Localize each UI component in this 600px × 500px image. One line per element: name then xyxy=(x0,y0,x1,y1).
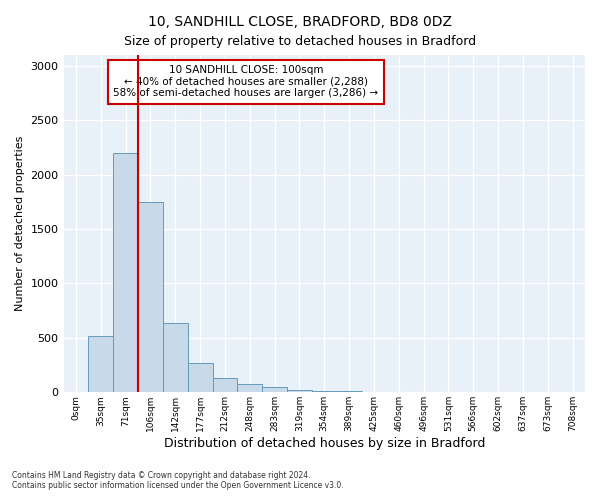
Bar xyxy=(88,336,113,392)
Bar xyxy=(138,202,163,392)
Text: 10, SANDHILL CLOSE, BRADFORD, BD8 0DZ: 10, SANDHILL CLOSE, BRADFORD, BD8 0DZ xyxy=(148,15,452,29)
Bar xyxy=(287,390,312,392)
Text: 10 SANDHILL CLOSE: 100sqm
← 40% of detached houses are smaller (2,288)
58% of se: 10 SANDHILL CLOSE: 100sqm ← 40% of detac… xyxy=(113,65,379,98)
Bar xyxy=(113,153,138,392)
Bar xyxy=(262,388,287,392)
Bar xyxy=(163,322,188,392)
Text: Contains HM Land Registry data © Crown copyright and database right 2024.
Contai: Contains HM Land Registry data © Crown c… xyxy=(12,470,344,490)
X-axis label: Distribution of detached houses by size in Bradford: Distribution of detached houses by size … xyxy=(164,437,485,450)
Bar xyxy=(238,384,262,392)
Text: Size of property relative to detached houses in Bradford: Size of property relative to detached ho… xyxy=(124,35,476,48)
Y-axis label: Number of detached properties: Number of detached properties xyxy=(15,136,25,312)
Bar xyxy=(212,378,238,392)
Bar xyxy=(188,364,212,392)
